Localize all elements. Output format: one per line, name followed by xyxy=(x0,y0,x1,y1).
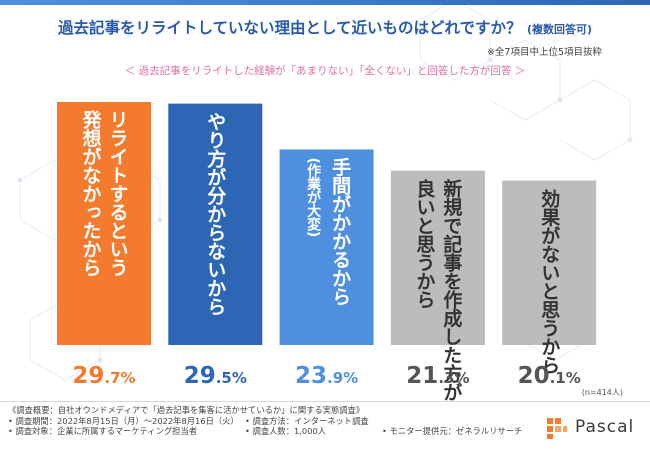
value-label-3: 23.9% xyxy=(295,363,358,389)
survey-period: • 調査期間：2022年8月15日（月）〜2022年8月16日（火） xyxy=(8,415,239,426)
survey-provider: • モニター提供元：ゼネラルリサーチ xyxy=(382,426,523,436)
bar-5 xyxy=(502,180,597,345)
bar-label-1-line-2: 発想がなかったから xyxy=(80,109,103,277)
bar-2 xyxy=(168,103,263,346)
survey-overview-heading: 《調査概要：自社オウンドメディアで「過去記事を集客に活かせているか」に関する実態… xyxy=(8,405,365,415)
survey-overview: 《調査概要：自社オウンドメディアで「過去記事を集客に活かせているか」に関する実態… xyxy=(8,405,522,437)
value-label-1: 29.7% xyxy=(72,363,135,389)
survey-count: • 調査人数：1,000人 xyxy=(245,426,327,436)
chart-title-text: 過去記事をリライトしていない理由として近いものはどれですか？ xyxy=(57,19,522,37)
bar-label-4-line-1: 新規で記事を作成した方が xyxy=(440,177,462,400)
bar-label-4-line-2: 良いと思うから xyxy=(413,177,435,308)
bar-1 xyxy=(57,102,151,345)
value-label-2: 29.5% xyxy=(184,363,247,389)
footer-divider xyxy=(0,401,650,402)
survey-method: • 調査方法：インターネット調査 xyxy=(245,415,369,426)
respondent-condition: ＜ 過去記事をリライトした経験が「あまりない」「全くない」と回答した方が回答 ＞ xyxy=(124,65,526,77)
survey-target: • 調査対象：企業に所属するマーケティング担当者 xyxy=(8,426,198,436)
bar-4 xyxy=(390,170,485,345)
bar-label-2-line-1: やり方が分からないから xyxy=(204,111,226,315)
pascal-logo-text: Pascal xyxy=(575,417,635,437)
value-label-4: 21.3% xyxy=(406,363,469,389)
value-label-5: 20.1% xyxy=(518,363,581,389)
bar-label-5-line-1: 効果がないと思うから xyxy=(538,187,561,374)
bar-label-3-sub: (作業が大変) xyxy=(305,157,322,236)
sample-size: (n=414人) xyxy=(581,388,623,397)
bar-3 xyxy=(279,149,374,345)
chart-title-suffix: (複数回答可) xyxy=(526,23,593,36)
bar-label-3-line-1: 手間がかかるから xyxy=(329,156,351,306)
top-accent-rule xyxy=(0,0,650,5)
selection-note: ※全7項目中上位5項目抜粋 xyxy=(486,47,602,58)
pascal-logo-icon xyxy=(547,418,567,439)
chart-title: 過去記事をリライトしていない理由として近いものはどれですか？ (複数回答可) xyxy=(0,16,650,38)
bar-label-1-line-1: リライトするという xyxy=(107,110,129,277)
